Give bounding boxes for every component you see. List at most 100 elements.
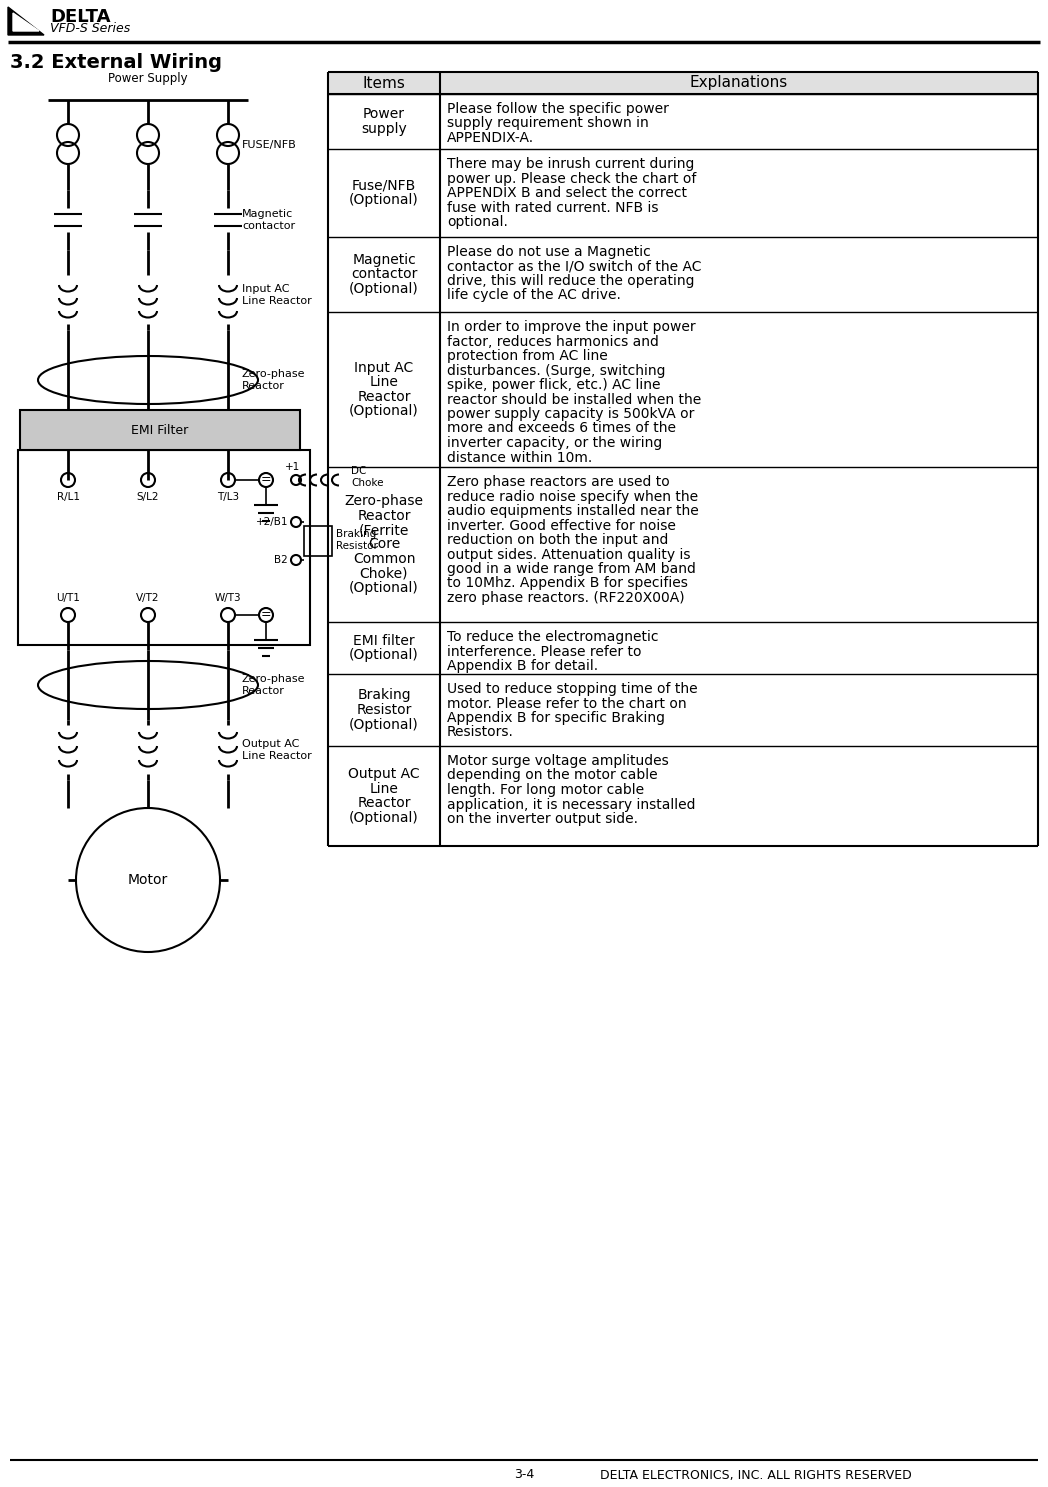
Text: inverter. Good effective for noise: inverter. Good effective for noise — [447, 519, 676, 532]
Text: W/T3: W/T3 — [215, 593, 241, 604]
Text: DELTA ELECTRONICS, INC. ALL RIGHTS RESERVED: DELTA ELECTRONICS, INC. ALL RIGHTS RESER… — [601, 1469, 912, 1481]
Text: Used to reduce stopping time of the: Used to reduce stopping time of the — [447, 683, 698, 696]
Text: Zero-phase
Reactor: Zero-phase Reactor — [242, 369, 306, 391]
Text: 3.2 External Wiring: 3.2 External Wiring — [10, 54, 222, 71]
Text: (Optional): (Optional) — [349, 283, 419, 296]
Text: distance within 10m.: distance within 10m. — [447, 451, 592, 464]
Text: R/L1: R/L1 — [57, 492, 80, 503]
Text: EMI Filter: EMI Filter — [131, 424, 189, 437]
Text: depending on the motor cable: depending on the motor cable — [447, 769, 658, 782]
Text: Please do not use a Magnetic: Please do not use a Magnetic — [447, 245, 651, 259]
Text: Resistors.: Resistors. — [447, 726, 514, 739]
Text: (Ferrite: (Ferrite — [358, 523, 409, 537]
Bar — [304, 526, 332, 556]
Text: protection from AC line: protection from AC line — [447, 349, 608, 363]
Bar — [18, 451, 310, 645]
Text: Core: Core — [368, 537, 400, 552]
Text: length. For long motor cable: length. For long motor cable — [447, 784, 645, 797]
Text: Reactor: Reactor — [357, 390, 411, 404]
Text: spike, power flick, etc.) AC line: spike, power flick, etc.) AC line — [447, 378, 660, 393]
Text: Magnetic: Magnetic — [352, 253, 416, 268]
Text: (Optional): (Optional) — [349, 193, 419, 207]
Text: factor, reduces harmonics and: factor, reduces harmonics and — [447, 335, 659, 348]
Text: U/T1: U/T1 — [56, 593, 80, 604]
Text: V/T2: V/T2 — [136, 593, 159, 604]
Text: interference. Please refer to: interference. Please refer to — [447, 644, 641, 659]
Text: B2: B2 — [275, 555, 288, 565]
Text: Reactor: Reactor — [357, 509, 411, 522]
Text: supply requirement shown in: supply requirement shown in — [447, 116, 649, 131]
Text: 3-4: 3-4 — [514, 1469, 534, 1481]
Text: FUSE/NFB: FUSE/NFB — [242, 140, 297, 150]
Text: =: = — [261, 608, 271, 622]
Text: Items: Items — [363, 76, 406, 91]
Text: T/L3: T/L3 — [217, 492, 239, 503]
Text: In order to improve the input power: In order to improve the input power — [447, 320, 696, 335]
Bar — [328, 71, 1038, 94]
Text: Input AC
Line Reactor: Input AC Line Reactor — [242, 284, 311, 306]
Polygon shape — [8, 7, 44, 36]
Text: zero phase reactors. (RF220X00A): zero phase reactors. (RF220X00A) — [447, 590, 684, 605]
Text: inverter capacity, or the wiring: inverter capacity, or the wiring — [447, 436, 662, 451]
Text: (Optional): (Optional) — [349, 810, 419, 825]
Text: Zero-phase
Reactor: Zero-phase Reactor — [242, 674, 306, 696]
Text: EMI filter: EMI filter — [353, 633, 415, 648]
Text: Resistor: Resistor — [356, 703, 412, 717]
Text: reduction on both the input and: reduction on both the input and — [447, 532, 669, 547]
Text: (Optional): (Optional) — [349, 648, 419, 662]
Text: Braking: Braking — [357, 688, 411, 702]
Text: +1: +1 — [285, 462, 301, 471]
Text: Magnetic
contactor: Magnetic contactor — [242, 210, 296, 230]
Text: (Optional): (Optional) — [349, 718, 419, 732]
Text: =: = — [261, 473, 271, 486]
Bar — [20, 410, 300, 451]
Text: Choke): Choke) — [359, 567, 409, 580]
Text: Appendix B for specific Braking: Appendix B for specific Braking — [447, 711, 665, 726]
Text: (Optional): (Optional) — [349, 404, 419, 418]
Text: DELTA: DELTA — [50, 7, 110, 25]
Text: VFD-S Series: VFD-S Series — [50, 22, 130, 36]
Text: Fuse/NFB: Fuse/NFB — [352, 178, 416, 193]
Text: fuse with rated current. NFB is: fuse with rated current. NFB is — [447, 201, 658, 214]
Text: Reactor: Reactor — [357, 796, 411, 810]
Text: Output AC
Line Reactor: Output AC Line Reactor — [242, 739, 311, 761]
Text: +2/B1: +2/B1 — [256, 517, 288, 526]
Text: Power Supply: Power Supply — [108, 71, 188, 85]
Text: to 10Mhz. Appendix B for specifies: to 10Mhz. Appendix B for specifies — [447, 577, 687, 590]
Text: power up. Please check the chart of: power up. Please check the chart of — [447, 171, 696, 186]
Text: contactor as the I/O switch of the AC: contactor as the I/O switch of the AC — [447, 260, 701, 274]
Text: reduce radio noise specify when the: reduce radio noise specify when the — [447, 489, 698, 504]
Text: APPENDIX B and select the correct: APPENDIX B and select the correct — [447, 186, 687, 199]
Text: life cycle of the AC drive.: life cycle of the AC drive. — [447, 288, 620, 302]
Text: Please follow the specific power: Please follow the specific power — [447, 103, 669, 116]
Text: reactor should be installed when the: reactor should be installed when the — [447, 393, 701, 406]
Text: Motor surge voltage amplitudes: Motor surge voltage amplitudes — [447, 754, 669, 767]
Text: Power: Power — [363, 107, 405, 122]
Text: power supply capacity is 500kVA or: power supply capacity is 500kVA or — [447, 407, 695, 421]
Text: Braking
Resistor: Braking Resistor — [336, 529, 378, 550]
Text: more and exceeds 6 times of the: more and exceeds 6 times of the — [447, 421, 676, 436]
Text: drive, this will reduce the operating: drive, this will reduce the operating — [447, 274, 695, 288]
Text: Input AC: Input AC — [354, 361, 414, 375]
Text: S/L2: S/L2 — [136, 492, 159, 503]
Polygon shape — [13, 13, 39, 31]
Text: Explanations: Explanations — [690, 76, 788, 91]
Text: output sides. Attenuation quality is: output sides. Attenuation quality is — [447, 547, 691, 562]
Text: disturbances. (Surge, switching: disturbances. (Surge, switching — [447, 363, 665, 378]
Text: Common: Common — [353, 552, 415, 567]
Text: good in a wide range from AM band: good in a wide range from AM band — [447, 562, 696, 575]
Text: Zero phase reactors are used to: Zero phase reactors are used to — [447, 474, 670, 489]
Text: (Optional): (Optional) — [349, 581, 419, 595]
Text: DC
Choke: DC Choke — [351, 465, 384, 488]
Text: on the inverter output side.: on the inverter output side. — [447, 812, 638, 825]
Text: contactor: contactor — [351, 268, 417, 281]
Text: Motor: Motor — [128, 873, 168, 888]
Text: Output AC: Output AC — [348, 767, 420, 781]
Text: Line: Line — [370, 782, 398, 796]
Text: audio equipments installed near the: audio equipments installed near the — [447, 504, 699, 517]
Text: Zero-phase: Zero-phase — [345, 494, 423, 509]
Text: application, it is necessary installed: application, it is necessary installed — [447, 797, 696, 812]
Text: APPENDIX-A.: APPENDIX-A. — [447, 131, 534, 146]
Text: Appendix B for detail.: Appendix B for detail. — [447, 659, 598, 674]
Text: optional.: optional. — [447, 216, 508, 229]
